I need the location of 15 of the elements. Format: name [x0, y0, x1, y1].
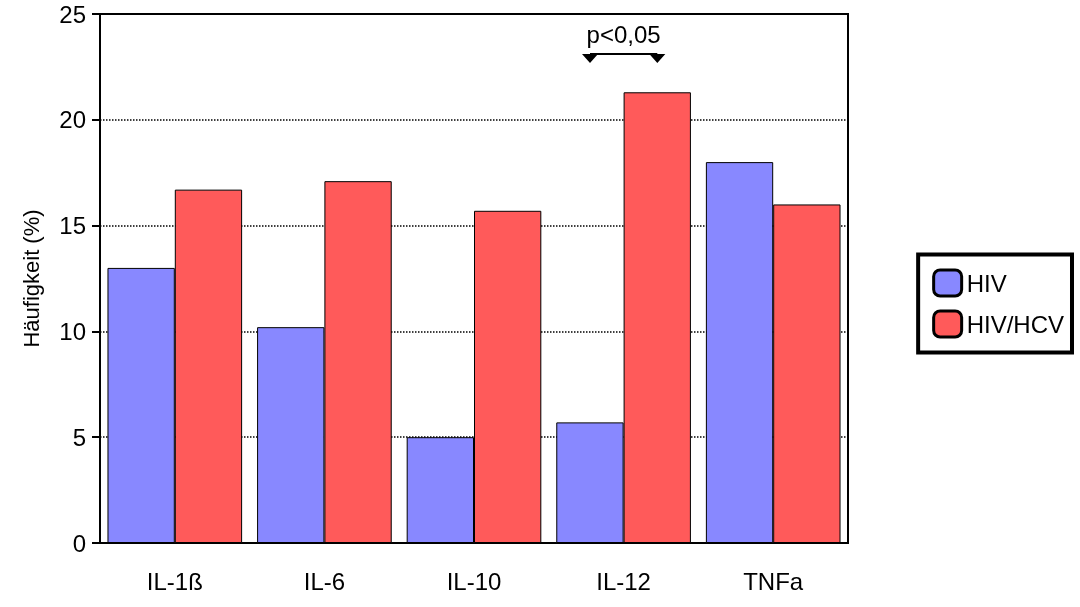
annotation: p<0,05 [586, 20, 661, 48]
x-tick-label: IL-6 [303, 567, 346, 595]
y-tick-label: 25 [59, 0, 86, 28]
legend-label: HIV/HCV [966, 310, 1065, 338]
y-axis-title: Häufigkeit (%) [18, 209, 44, 348]
x-tick-label: IL-12 [596, 567, 651, 595]
x-tick-label: TNFa [743, 567, 804, 595]
legend-label: HIV [966, 269, 1007, 297]
y-tick-label: 5 [72, 423, 86, 451]
y-tick-label: 10 [59, 317, 86, 345]
x-tick-label: IL-1ß [146, 567, 203, 595]
y-tick-label: 20 [59, 106, 86, 134]
x-tick-label: IL-10 [446, 567, 502, 595]
y-tick-label: 15 [59, 212, 86, 240]
y-tick-label: 0 [72, 529, 86, 557]
